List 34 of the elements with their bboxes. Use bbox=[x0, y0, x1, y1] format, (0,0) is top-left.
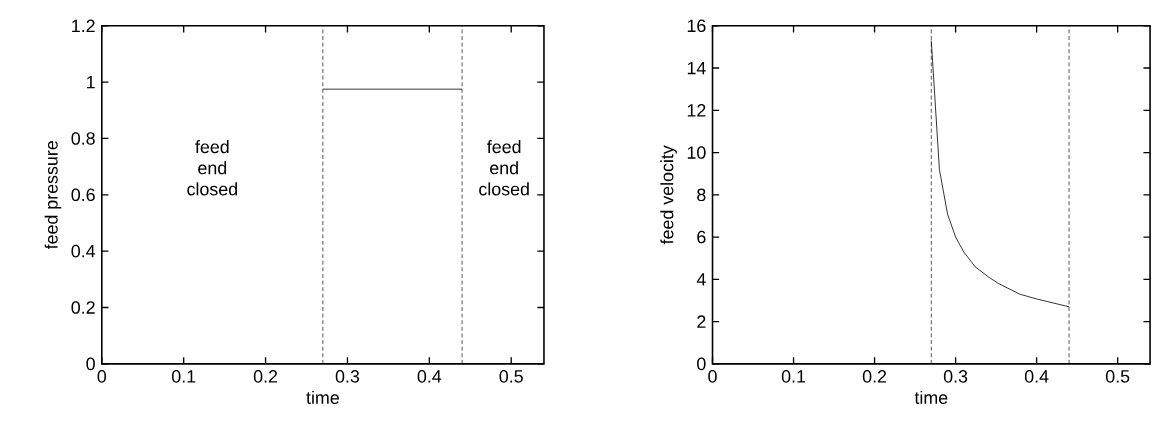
y-tick-label: 0.4 bbox=[71, 244, 96, 258]
y-tick-label: 6 bbox=[697, 230, 706, 244]
y-axis-title: feed velocity bbox=[660, 145, 677, 244]
x-tick-label: 0.1 bbox=[171, 369, 196, 383]
x-axis-title: time bbox=[306, 390, 339, 404]
y-tick-label: 8 bbox=[697, 188, 706, 201]
y-tick-label: 16 bbox=[687, 19, 706, 32]
x-tick-label: 0.3 bbox=[943, 369, 968, 383]
x-tick-label: 0.4 bbox=[1024, 369, 1049, 383]
y-tick-label: 0.8 bbox=[71, 131, 95, 145]
y-tick-label: 4 bbox=[696, 273, 706, 286]
x-tick-label: 0.5 bbox=[1105, 369, 1130, 383]
y-axis-title: feed pressure bbox=[44, 140, 62, 249]
annotation: feed end closed bbox=[479, 139, 529, 196]
x-tick-label: 0 bbox=[97, 369, 107, 383]
y-tick-label: 0.2 bbox=[71, 301, 95, 314]
y-tick-label: 0.6 bbox=[71, 188, 95, 201]
x-tick-label: 0 bbox=[708, 369, 717, 383]
y-tick-label: 12 bbox=[687, 103, 706, 117]
x-tick-label: 0.1 bbox=[781, 369, 806, 383]
x-tick-label: 0.2 bbox=[253, 369, 278, 383]
y-tick-label: 0 bbox=[86, 357, 95, 370]
x-tick-label: 0.3 bbox=[335, 369, 360, 383]
y-tick-label: 1.2 bbox=[72, 19, 95, 32]
y-tick-label: 14 bbox=[687, 61, 706, 75]
x-tick-label: 0.2 bbox=[862, 369, 887, 383]
y-tick-label: 0 bbox=[697, 357, 706, 370]
x-tick-label: 0.4 bbox=[417, 369, 442, 383]
x-tick-label: 0.5 bbox=[499, 369, 523, 383]
y-tick-label: 2 bbox=[697, 315, 706, 328]
y-tick-label: 10 bbox=[687, 146, 706, 159]
x-axis-title: time bbox=[914, 390, 948, 404]
y-tick-label: 1 bbox=[87, 75, 95, 89]
annotation: feed end closed bbox=[187, 139, 237, 196]
